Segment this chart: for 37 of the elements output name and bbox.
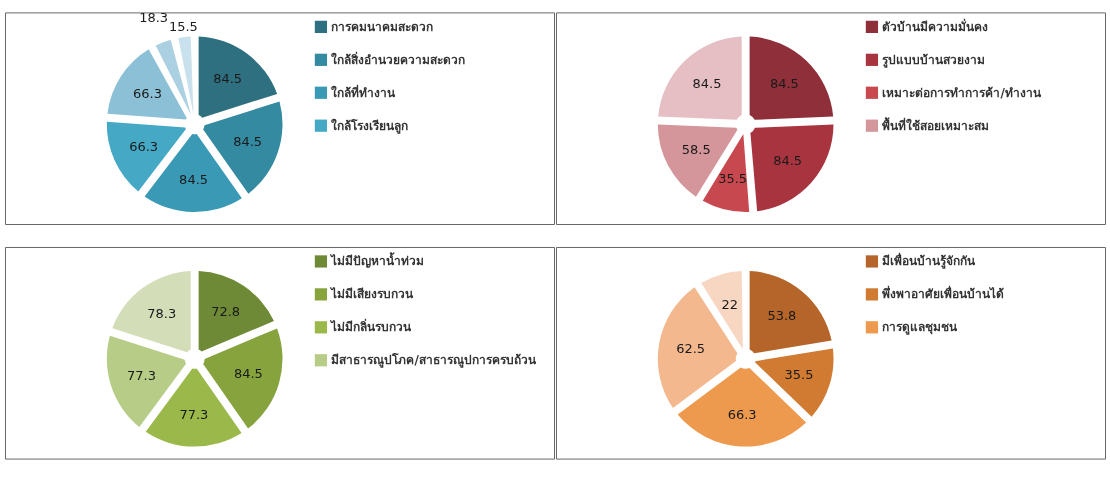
legend-label: ใกล้ที่ทำงาน [331, 83, 397, 100]
data-label: 58.5 [681, 142, 711, 158]
data-label: 78.3 [147, 305, 177, 321]
data-label: 66.3 [727, 406, 757, 422]
data-label: 84.5 [769, 75, 799, 91]
data-label: 77.3 [179, 406, 209, 422]
data-label: 84.5 [692, 75, 722, 91]
data-label: 84.5 [233, 134, 263, 150]
legend-label: มีสาธารณูปโภค/สาธารณูปการครบถ้วน [331, 352, 537, 369]
data-label: 15.5 [168, 19, 198, 35]
data-label: 53.8 [767, 308, 797, 324]
legend-label: ตัวบ้านมีความมั่นคง [882, 17, 989, 34]
data-label: 66.3 [129, 139, 159, 155]
legend-label: พื้นที่ใช้สอยเหมาะสม [882, 116, 990, 133]
legend-label: เหมาะต่อการทำการค้า/ทำงาน [882, 85, 1042, 100]
legend-label: ไม่มีกลิ่นรบกวน [329, 318, 413, 335]
legend-label: ใกล้โรงเรียนลูก [331, 117, 409, 134]
legend-label: การคมนาคมสะดวก [331, 19, 434, 34]
legend-label: ใกล้สิ่งอำนวยความสะดวก [331, 50, 466, 67]
data-label: 35.5 [718, 170, 748, 186]
data-label: 84.5 [773, 153, 803, 169]
legend-label: การดูแลชุมชน [882, 320, 959, 336]
data-label: 35.5 [784, 367, 814, 383]
data-label: 66.3 [133, 86, 162, 102]
data-label: 84.5 [233, 366, 263, 382]
legend-label: มีเพื่อนบ้านรู้จักกัน [882, 252, 977, 270]
legend-label: ไม่มีเสียงรบกวน [329, 286, 415, 302]
data-label: 84.5 [179, 172, 209, 188]
data-label: 72.8 [211, 304, 241, 320]
data-label: 22 [721, 297, 739, 313]
legend-label: รูปแบบบ้านสวยงาม [882, 52, 986, 68]
legend-label: ไม่มีปัญหาน้ำท่วม [329, 252, 425, 269]
data-label: 62.5 [676, 340, 706, 356]
data-label: 77.3 [127, 367, 156, 383]
legend-label: พึ่งพาอาศัยเพื่อนบ้านได้ [882, 285, 1005, 302]
data-label: 84.5 [213, 71, 243, 87]
data-label: 18.3 [139, 10, 169, 26]
